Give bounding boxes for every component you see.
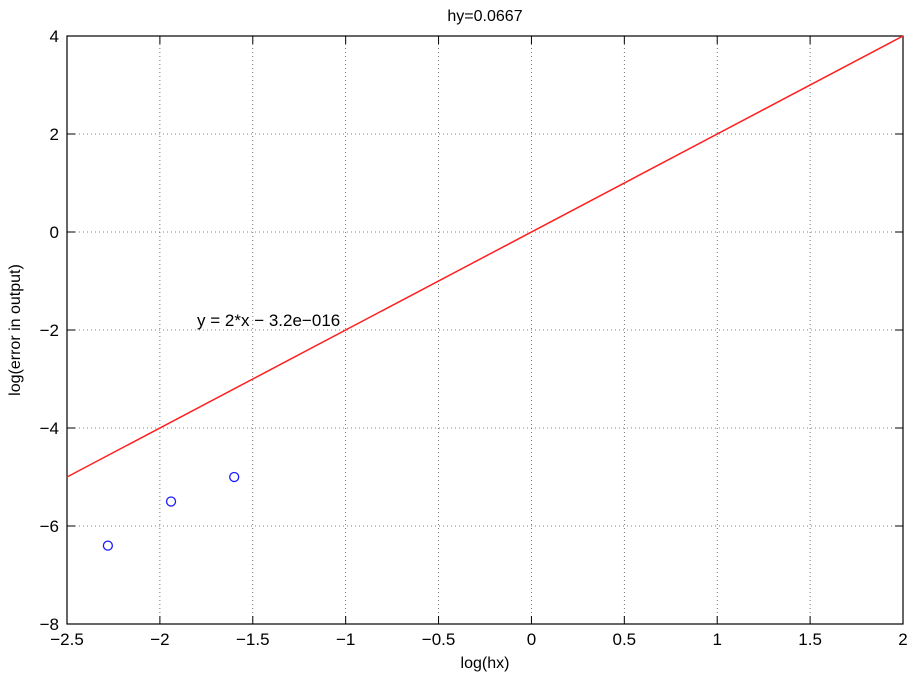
y-axis-label: log(error in output) — [7, 264, 24, 396]
ticks — [66, 35, 904, 625]
series — [66, 35, 904, 551]
y-tick-label: −8 — [40, 615, 59, 634]
fit-annotation: y = 2*x − 3.2e−016 — [197, 311, 340, 330]
x-tick-label: −2 — [150, 630, 169, 649]
y-tick-label: −4 — [40, 419, 59, 438]
y-tick-label: 4 — [50, 27, 59, 46]
x-tick-label: −0.5 — [422, 630, 456, 649]
y-tick-label: −6 — [40, 517, 59, 536]
x-tick-label: −1 — [336, 630, 355, 649]
data-point — [165, 496, 177, 507]
plot-area — [67, 36, 903, 624]
y-tick-label: 2 — [50, 125, 59, 144]
y-tick-label: 0 — [50, 223, 59, 242]
chart-title: hy=0.0667 — [447, 8, 522, 25]
x-tick-label: −2.5 — [50, 630, 84, 649]
x-tick-label: 0 — [527, 630, 536, 649]
grid — [67, 36, 903, 624]
y-tick-labels: −8 −6 −4 −2 0 2 4 — [40, 27, 59, 634]
x-axis-label: log(hx) — [461, 655, 510, 672]
x-tick-label: 1.5 — [798, 630, 822, 649]
x-tick-label: 1 — [712, 630, 721, 649]
data-point — [229, 471, 240, 483]
data-point — [102, 540, 114, 551]
x-tick-label: 2 — [898, 630, 907, 649]
fit-line — [66, 35, 904, 478]
x-tick-label: −1.5 — [236, 630, 270, 649]
x-tick-label: 0.5 — [613, 630, 637, 649]
x-tick-labels: −2.5 −2 −1.5 −1 −0.5 0 0.5 1 1.5 2 — [50, 630, 908, 649]
y-tick-label: −2 — [40, 321, 59, 340]
